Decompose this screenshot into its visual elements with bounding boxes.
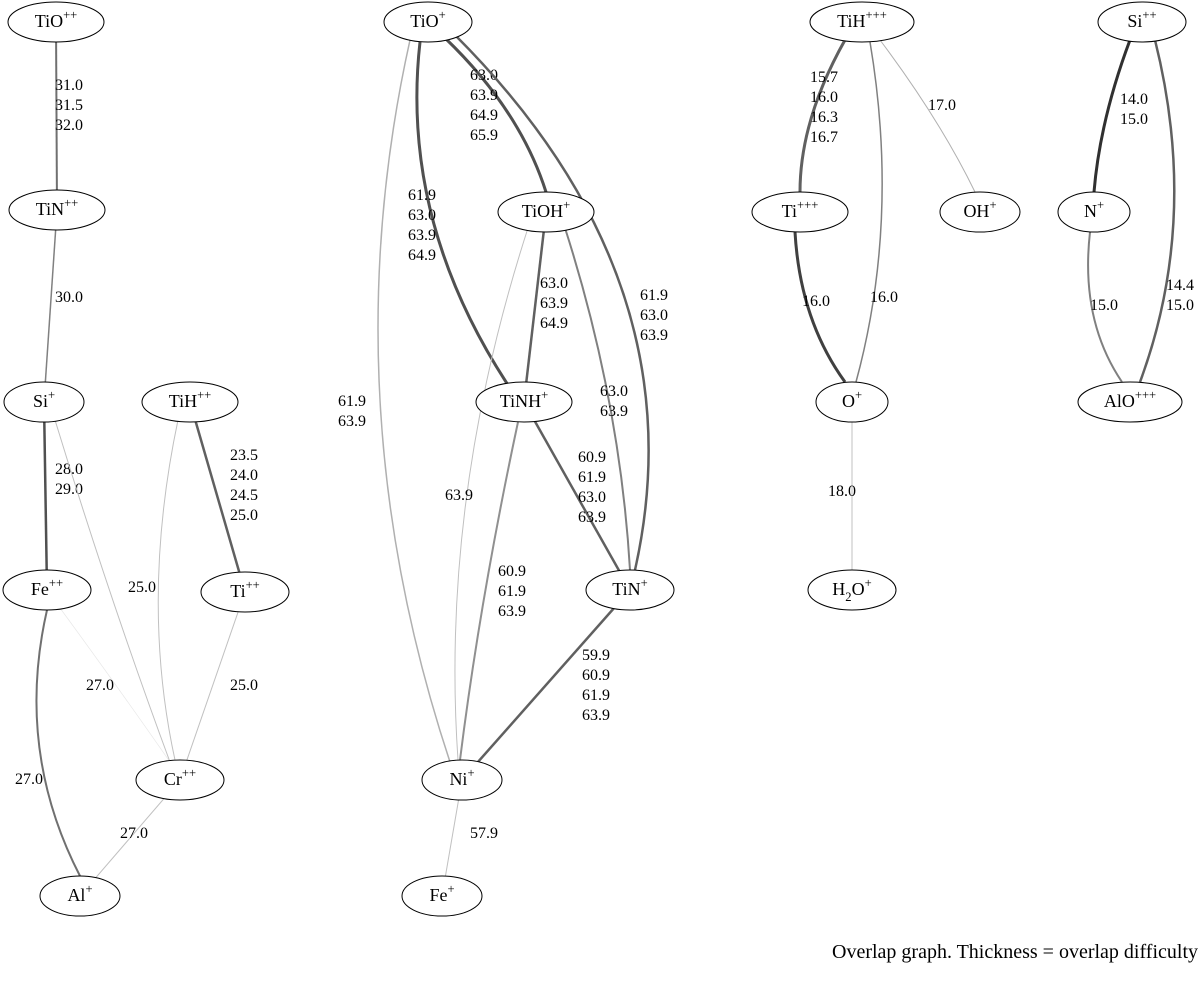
edge-label: 18.0 — [828, 483, 856, 500]
edge-label: 16.3 — [810, 109, 838, 126]
graph-node: Fe+ — [402, 876, 482, 916]
edge-label: 16.7 — [810, 129, 838, 146]
edge-label: 27.0 — [86, 677, 114, 694]
edge-label: 25.0 — [230, 507, 258, 524]
edge-label: 24.5 — [230, 487, 258, 504]
edge-label: 15.7 — [810, 69, 838, 86]
graph-edge — [880, 40, 975, 192]
edge-label: 16.0 — [870, 289, 898, 306]
edge-label: 14.0 — [1120, 91, 1148, 108]
graph-node: Al+ — [40, 876, 120, 916]
edge-label: 57.9 — [470, 825, 498, 842]
graph-edge — [44, 210, 57, 402]
edge-label: 63.9 — [640, 327, 668, 344]
edge-label: 63.9 — [578, 509, 606, 526]
graph-edge — [36, 610, 80, 876]
edge-label: 17.0 — [928, 97, 956, 114]
edge-label: 64.9 — [470, 107, 498, 124]
edge-label: 32.0 — [55, 117, 83, 134]
edge-label: 61.9 — [640, 287, 668, 304]
edge-label: 63.0 — [640, 307, 668, 324]
edge-label: 28.0 — [55, 461, 83, 478]
edge-label: 63.9 — [498, 603, 526, 620]
graph-node: AlO+++ — [1078, 382, 1182, 422]
edge-label: 60.9 — [498, 563, 526, 580]
edge-label: 30.0 — [55, 289, 83, 306]
graph-node: TiN++ — [9, 190, 105, 230]
edge-label: 65.9 — [470, 127, 498, 144]
edge-label: 63.9 — [582, 707, 610, 724]
graph-node: Ni+ — [422, 760, 502, 800]
node-label: TiOH+ — [522, 198, 570, 221]
edge-label: 61.9 — [338, 393, 366, 410]
graph-edge — [44, 402, 47, 590]
graph-edge — [158, 420, 178, 760]
edge-label: 61.9 — [578, 469, 606, 486]
graph-edge — [60, 608, 170, 762]
graph-node: OH+ — [940, 192, 1020, 232]
graph-node: TiO+ — [384, 2, 472, 42]
edge-label: 16.0 — [810, 89, 838, 106]
graph-node: H2O+ — [808, 570, 896, 610]
edge-label: 63.0 — [600, 383, 628, 400]
graph-node: TiH+++ — [810, 2, 914, 42]
edge-label: 63.9 — [445, 487, 473, 504]
graph-node: Fe++ — [3, 570, 91, 610]
edge-label: 60.9 — [578, 449, 606, 466]
edge-label: 15.0 — [1090, 297, 1118, 314]
edge-label: 63.9 — [600, 403, 628, 420]
edge-label: 15.0 — [1166, 297, 1194, 314]
edge-label: 24.0 — [230, 467, 258, 484]
edge-label: 63.0 — [578, 489, 606, 506]
edge-label: 16.0 — [802, 293, 830, 310]
edge-label: 60.9 — [582, 667, 610, 684]
graph-node: Ti++ — [201, 572, 289, 612]
graph-node: Si+ — [4, 382, 84, 422]
edge-label: 64.9 — [408, 247, 436, 264]
edge-label: 61.9 — [498, 583, 526, 600]
edge-label: 27.0 — [120, 825, 148, 842]
graph-edge — [462, 590, 630, 780]
edge-label: 63.0 — [540, 275, 568, 292]
graph-edge — [378, 40, 450, 762]
node-label: TiNH+ — [500, 388, 548, 411]
edge-label: 27.0 — [15, 771, 43, 788]
edge-label: 63.9 — [408, 227, 436, 244]
edge-label: 63.0 — [408, 207, 436, 224]
edge-label: 31.0 — [55, 77, 83, 94]
edge-label: 61.9 — [582, 687, 610, 704]
graph-node: TiO++ — [8, 2, 104, 42]
graph-node: Si++ — [1098, 2, 1186, 42]
graph-node: Cr++ — [136, 760, 224, 800]
graph-edge — [56, 22, 57, 210]
edge-label: 63.9 — [338, 413, 366, 430]
graph-node: TiOH+ — [498, 192, 594, 232]
edge-label: 15.0 — [1120, 111, 1148, 128]
caption: Overlap graph. Thickness = overlap diffi… — [832, 941, 1198, 963]
graph-node: TiNH+ — [476, 382, 572, 422]
graph-node: N+ — [1058, 192, 1130, 232]
edge-label: 25.0 — [230, 677, 258, 694]
edge-label: 31.5 — [55, 97, 83, 114]
edge-label: 23.5 — [230, 447, 258, 464]
edge-label: 64.9 — [540, 315, 568, 332]
graph-node: Ti+++ — [752, 192, 848, 232]
graph-node: TiH++ — [142, 382, 238, 422]
graph-node: TiN+ — [586, 570, 674, 610]
edge-label: 25.0 — [128, 579, 156, 596]
graph-edge — [856, 42, 882, 382]
edge-label: 61.9 — [408, 187, 436, 204]
edge-label: 63.9 — [470, 87, 498, 104]
overlap-graph: 31.031.532.030.028.029.027.027.023.524.0… — [0, 0, 1204, 981]
graph-node: O+ — [816, 382, 888, 422]
edge-label: 63.9 — [540, 295, 568, 312]
edge-label: 14.4 — [1166, 277, 1194, 294]
edge-label: 59.9 — [582, 647, 610, 664]
